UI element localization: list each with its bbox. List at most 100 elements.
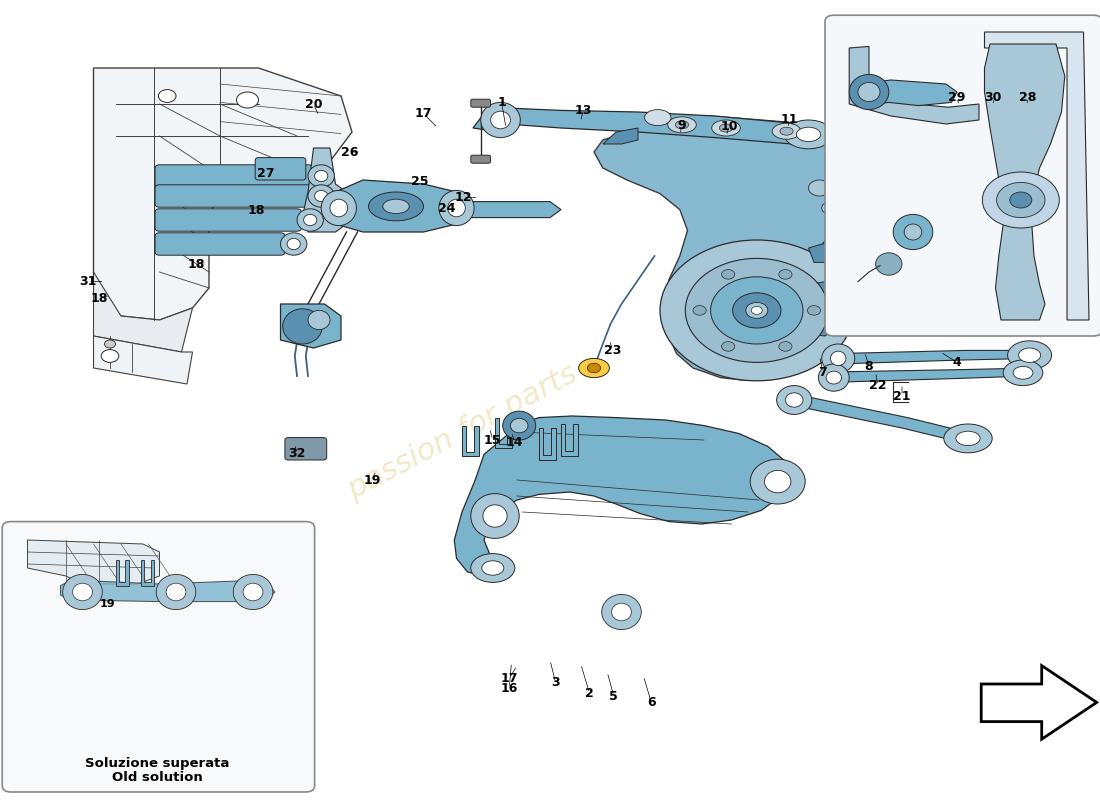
Ellipse shape: [321, 190, 356, 226]
Ellipse shape: [368, 192, 424, 221]
Ellipse shape: [904, 224, 922, 240]
FancyBboxPatch shape: [155, 185, 312, 207]
Ellipse shape: [156, 574, 196, 610]
Ellipse shape: [297, 209, 323, 231]
Text: 6: 6: [647, 696, 656, 709]
Circle shape: [808, 180, 830, 196]
Ellipse shape: [330, 199, 348, 217]
Polygon shape: [836, 350, 1036, 364]
Ellipse shape: [668, 117, 696, 133]
Ellipse shape: [503, 411, 536, 440]
Text: 19: 19: [100, 599, 116, 609]
Circle shape: [587, 363, 601, 373]
FancyBboxPatch shape: [2, 522, 315, 792]
Ellipse shape: [612, 603, 631, 621]
Text: 32: 32: [288, 447, 306, 460]
Text: 27: 27: [257, 167, 275, 180]
Text: 30: 30: [984, 91, 1002, 104]
Ellipse shape: [166, 583, 186, 601]
Text: 5: 5: [609, 690, 618, 702]
Ellipse shape: [944, 424, 992, 453]
Text: 4: 4: [953, 356, 961, 369]
Polygon shape: [116, 560, 129, 586]
Circle shape: [236, 92, 258, 108]
Circle shape: [101, 350, 119, 362]
Ellipse shape: [308, 310, 330, 330]
Ellipse shape: [750, 459, 805, 504]
Text: 24: 24: [438, 202, 455, 214]
Text: 18: 18: [248, 204, 265, 217]
Polygon shape: [141, 560, 154, 586]
Ellipse shape: [818, 364, 849, 391]
Polygon shape: [280, 304, 341, 348]
Ellipse shape: [510, 418, 528, 433]
Text: 1: 1: [497, 96, 506, 109]
Polygon shape: [454, 416, 790, 576]
Ellipse shape: [645, 110, 671, 126]
Ellipse shape: [233, 574, 273, 610]
Polygon shape: [60, 580, 275, 602]
Ellipse shape: [315, 170, 328, 182]
Polygon shape: [830, 368, 1031, 382]
Ellipse shape: [471, 554, 515, 582]
Polygon shape: [808, 240, 845, 262]
Ellipse shape: [1008, 341, 1052, 370]
Circle shape: [660, 240, 854, 381]
Polygon shape: [849, 46, 979, 124]
Circle shape: [779, 342, 792, 351]
Text: 21: 21: [893, 390, 911, 402]
Text: 18: 18: [187, 258, 205, 270]
Ellipse shape: [283, 309, 322, 344]
Polygon shape: [336, 180, 462, 232]
Polygon shape: [456, 202, 561, 218]
Circle shape: [685, 258, 828, 362]
Polygon shape: [462, 426, 478, 456]
Text: 29: 29: [948, 91, 966, 104]
Polygon shape: [603, 128, 638, 144]
Text: 20: 20: [305, 98, 322, 110]
Ellipse shape: [287, 238, 300, 250]
Text: 17: 17: [415, 107, 432, 120]
Ellipse shape: [796, 127, 821, 142]
Ellipse shape: [439, 190, 474, 226]
Text: 22: 22: [869, 379, 887, 392]
Ellipse shape: [243, 583, 263, 601]
Ellipse shape: [471, 494, 519, 538]
Ellipse shape: [784, 120, 833, 149]
Ellipse shape: [491, 111, 510, 129]
Ellipse shape: [777, 386, 812, 414]
Ellipse shape: [719, 124, 733, 132]
Text: 12: 12: [454, 191, 472, 204]
Ellipse shape: [579, 358, 609, 378]
Ellipse shape: [1013, 366, 1033, 379]
Ellipse shape: [280, 233, 307, 255]
Polygon shape: [561, 424, 578, 456]
Text: 15: 15: [484, 434, 502, 446]
Polygon shape: [984, 44, 1065, 320]
Ellipse shape: [893, 214, 933, 250]
Ellipse shape: [482, 561, 504, 575]
Ellipse shape: [956, 431, 980, 446]
Polygon shape: [852, 80, 957, 106]
Ellipse shape: [858, 82, 880, 102]
FancyBboxPatch shape: [285, 438, 327, 460]
Ellipse shape: [785, 393, 803, 407]
Text: passion for parts: passion for parts: [342, 359, 582, 505]
Text: Old solution: Old solution: [112, 771, 202, 784]
Polygon shape: [94, 68, 352, 320]
Ellipse shape: [849, 74, 889, 110]
Text: 14: 14: [506, 436, 524, 449]
FancyBboxPatch shape: [471, 99, 491, 107]
Circle shape: [982, 172, 1059, 228]
Text: 19: 19: [363, 474, 381, 486]
Text: 13: 13: [574, 104, 592, 117]
FancyBboxPatch shape: [155, 233, 285, 255]
Text: Soluzione superata: Soluzione superata: [85, 757, 230, 770]
Circle shape: [997, 182, 1045, 218]
Circle shape: [779, 270, 792, 279]
Polygon shape: [808, 280, 843, 300]
Circle shape: [104, 340, 116, 348]
Circle shape: [158, 90, 176, 102]
Polygon shape: [28, 540, 160, 584]
Ellipse shape: [675, 121, 689, 129]
